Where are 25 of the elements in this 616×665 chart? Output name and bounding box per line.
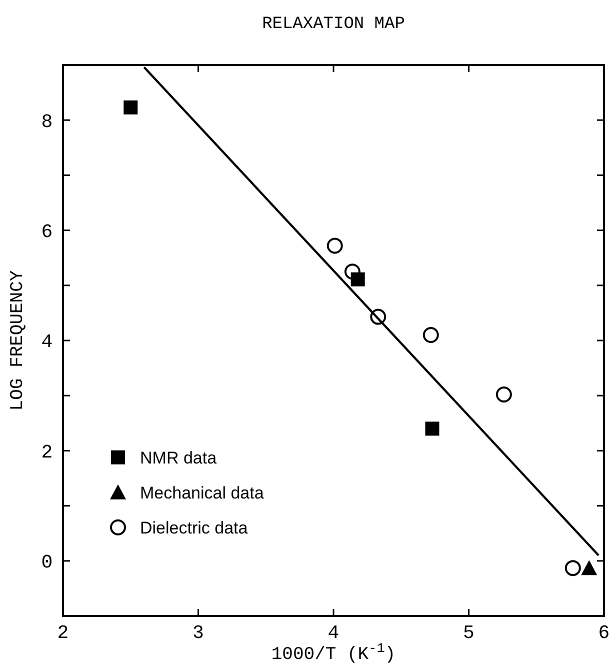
x-tick-label: 2 <box>57 622 69 644</box>
x-tick-label: 3 <box>192 622 204 644</box>
legend-label: NMR data <box>140 448 218 468</box>
point <box>564 560 581 576</box>
y-tick-label: 0 <box>41 552 53 574</box>
y-tick-label: 6 <box>41 220 53 243</box>
point <box>370 308 386 325</box>
point <box>344 264 360 280</box>
point <box>422 326 439 343</box>
y-axis-title: LOG FREQUENCY <box>8 270 28 411</box>
x-axis-title: 1000/T (K$^{-1}$) <box>271 642 396 665</box>
y-tick-label: 2 <box>41 441 53 464</box>
x-tick-label: 6 <box>598 622 610 644</box>
point <box>425 422 440 436</box>
y-tick-label: 4 <box>41 331 53 354</box>
point <box>124 100 138 114</box>
x-tick-label: 4 <box>328 622 340 644</box>
x-tick-label: 5 <box>463 622 474 644</box>
legend-label: Mechanical data <box>140 483 264 502</box>
chart-title: RELAXATION MAP <box>262 15 405 34</box>
point <box>326 238 343 254</box>
y-tick-label: 8 <box>41 110 53 133</box>
point <box>581 560 598 576</box>
point <box>496 386 512 402</box>
legend-label: Dielectric data <box>140 518 248 538</box>
